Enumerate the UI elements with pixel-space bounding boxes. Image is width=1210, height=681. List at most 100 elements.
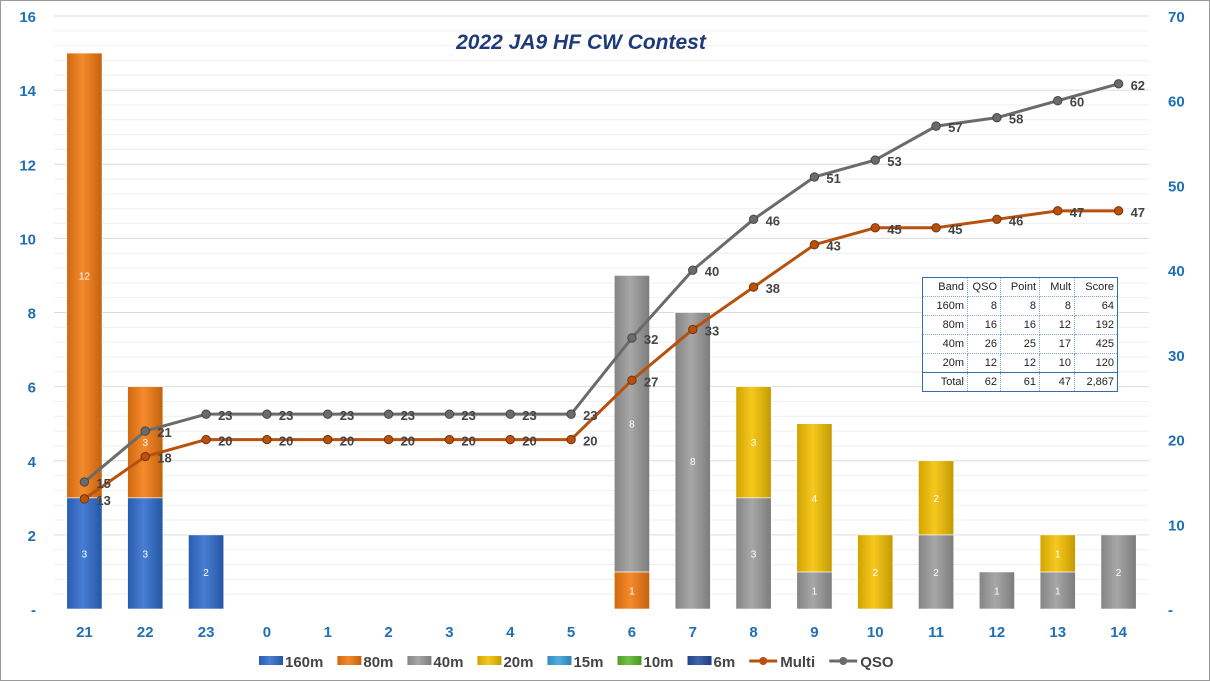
bar-80m-6 bbox=[613, 571, 650, 610]
x-tick-label: 8 bbox=[749, 624, 757, 641]
point-QSO-6 bbox=[627, 333, 637, 343]
legend-swatch bbox=[547, 656, 572, 665]
point-QSO-2 bbox=[383, 409, 394, 419]
point-QSO-5 bbox=[566, 409, 576, 419]
legend: 160m 80m 40m 20m 15m 10m 6m Multi QSO bbox=[259, 654, 894, 671]
y-left-tick-label: 10 bbox=[19, 231, 36, 248]
y-left-tick-label: 6 bbox=[28, 380, 36, 397]
legend-label: Multi bbox=[780, 654, 815, 671]
point-label-QSO: 23 bbox=[401, 408, 415, 423]
table-total-row: Total 62 61 47 2,867 bbox=[922, 372, 1118, 392]
legend-item-15m: 15m bbox=[547, 654, 604, 671]
point-Multi-5 bbox=[566, 434, 576, 445]
point-label-QSO: 23 bbox=[218, 408, 232, 423]
point-label-Multi: 20 bbox=[218, 434, 232, 449]
point-label-Multi: 20 bbox=[340, 434, 354, 449]
legend-swatch bbox=[477, 656, 502, 665]
point-label-Multi: 20 bbox=[522, 434, 536, 449]
point-label-QSO: 23 bbox=[340, 408, 354, 423]
point-label-QSO: 15 bbox=[96, 476, 110, 491]
table-cell: QSO bbox=[967, 277, 1001, 297]
bar-value-label: 1 bbox=[994, 586, 1000, 597]
x-tick-label: 2 bbox=[384, 624, 392, 641]
point-label-QSO: 40 bbox=[705, 264, 719, 279]
point-label-QSO: 23 bbox=[522, 408, 536, 423]
point-Multi-14 bbox=[1113, 206, 1124, 216]
table-cell: 16 bbox=[1000, 315, 1040, 335]
y-right-tick-label: 60 bbox=[1168, 94, 1185, 111]
legend-item-10m: 10m bbox=[617, 654, 674, 671]
bar-80m-21 bbox=[66, 52, 103, 499]
legend-label: 10m bbox=[644, 654, 674, 671]
x-tick-label: 6 bbox=[628, 624, 636, 641]
bar-value-label: 3 bbox=[142, 549, 148, 560]
point-QSO-9 bbox=[809, 172, 820, 182]
legend-item-Multi: Multi bbox=[749, 654, 815, 671]
point-QSO-11 bbox=[931, 121, 941, 131]
chart-title: 2022 JA9 HF CW Contest bbox=[455, 31, 707, 54]
point-label-Multi: 33 bbox=[705, 323, 719, 338]
table-cell: 8 bbox=[1039, 296, 1075, 316]
y-left-tick-label: 14 bbox=[19, 83, 36, 100]
point-QSO-3 bbox=[444, 409, 455, 419]
table-cell: 61 bbox=[1000, 372, 1040, 392]
table-cell: 12 bbox=[1000, 353, 1040, 373]
legend-label: 160m bbox=[285, 654, 323, 671]
point-label-Multi: 20 bbox=[583, 434, 597, 449]
x-tick-label: 21 bbox=[76, 624, 93, 641]
point-label-QSO: 23 bbox=[461, 408, 475, 423]
table-cell: 8 bbox=[1000, 296, 1040, 316]
point-QSO-21 bbox=[79, 477, 90, 487]
bar-value-label: 2 bbox=[933, 568, 939, 579]
table-cell: 47 bbox=[1039, 372, 1075, 392]
x-tick-label: 22 bbox=[137, 624, 154, 641]
point-label-QSO: 53 bbox=[887, 154, 901, 169]
table-cell: Point bbox=[1000, 277, 1040, 297]
point-label-QSO: 21 bbox=[157, 425, 171, 440]
x-tick-label: 5 bbox=[567, 624, 575, 641]
y-left-tick-label: 2 bbox=[28, 528, 36, 545]
bar-value-label: 8 bbox=[629, 420, 635, 431]
gridlines bbox=[54, 15, 1149, 595]
bar-value-label: 3 bbox=[142, 438, 148, 449]
bar-40m-12 bbox=[978, 571, 1015, 610]
table-cell: Total bbox=[922, 372, 968, 392]
x-tick-label: 23 bbox=[198, 624, 215, 641]
table-cell: 8 bbox=[967, 296, 1001, 316]
bar-40m-9 bbox=[796, 571, 833, 610]
legend-item-20m: 20m bbox=[477, 654, 533, 671]
point-QSO-23 bbox=[201, 409, 211, 419]
bar-20m-13 bbox=[1039, 534, 1076, 573]
x-tick-label: 14 bbox=[1110, 624, 1127, 641]
bar-20m-11 bbox=[918, 460, 955, 536]
bar-value-label: 2 bbox=[872, 568, 878, 579]
y-right-tick-label: 40 bbox=[1168, 263, 1185, 280]
y-right-tick-label: 20 bbox=[1168, 433, 1185, 450]
bar-value-label: 3 bbox=[82, 549, 88, 560]
point-label-Multi: 46 bbox=[1009, 213, 1023, 228]
point-Multi-1 bbox=[323, 434, 333, 445]
point-Multi-9 bbox=[809, 240, 820, 250]
bar-value-label: 1 bbox=[629, 586, 635, 597]
legend-swatch bbox=[337, 656, 362, 665]
point-Multi-21 bbox=[79, 494, 90, 504]
table-cell: 17 bbox=[1039, 334, 1075, 354]
bar-160m-21 bbox=[66, 497, 103, 610]
table-cell: 16 bbox=[967, 315, 1001, 335]
x-tick-label: 7 bbox=[689, 624, 697, 641]
table-cell: 192 bbox=[1074, 315, 1118, 335]
point-Multi-2 bbox=[383, 434, 394, 445]
bar-value-label: 3 bbox=[751, 549, 757, 560]
bar-40m-7 bbox=[674, 312, 711, 610]
table-row: 160m 8 8 8 64 bbox=[922, 296, 1118, 316]
legend-label: 6m bbox=[714, 654, 736, 671]
table-cell: 160m bbox=[922, 296, 968, 316]
point-label-QSO: 62 bbox=[1131, 78, 1145, 93]
bar-value-label: 2 bbox=[933, 494, 939, 505]
legend-swatch bbox=[687, 656, 712, 665]
legend-label: 40m bbox=[433, 654, 463, 671]
x-tick-label: 0 bbox=[263, 624, 271, 641]
point-label-Multi: 18 bbox=[157, 451, 171, 466]
x-tick-label: 12 bbox=[989, 624, 1006, 641]
